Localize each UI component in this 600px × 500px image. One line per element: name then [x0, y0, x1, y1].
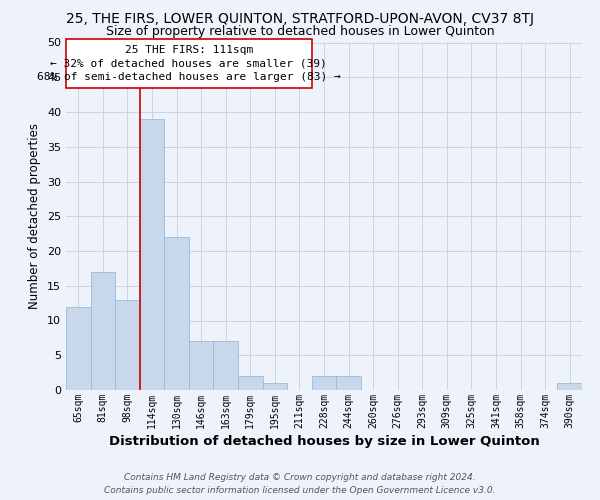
- Text: Contains HM Land Registry data © Crown copyright and database right 2024.
Contai: Contains HM Land Registry data © Crown c…: [104, 474, 496, 495]
- Bar: [91, 272, 115, 390]
- Bar: [263, 383, 287, 390]
- Bar: [312, 376, 336, 390]
- Bar: [164, 237, 189, 390]
- Bar: [115, 300, 140, 390]
- Bar: [66, 306, 91, 390]
- FancyBboxPatch shape: [66, 39, 312, 88]
- Bar: [189, 342, 214, 390]
- Bar: [557, 383, 582, 390]
- Bar: [238, 376, 263, 390]
- Bar: [336, 376, 361, 390]
- Text: Size of property relative to detached houses in Lower Quinton: Size of property relative to detached ho…: [106, 25, 494, 38]
- Bar: [214, 342, 238, 390]
- Bar: [140, 119, 164, 390]
- Text: 25 THE FIRS: 111sqm
← 32% of detached houses are smaller (39)
68% of semi-detach: 25 THE FIRS: 111sqm ← 32% of detached ho…: [37, 45, 341, 82]
- Text: 25, THE FIRS, LOWER QUINTON, STRATFORD-UPON-AVON, CV37 8TJ: 25, THE FIRS, LOWER QUINTON, STRATFORD-U…: [66, 12, 534, 26]
- Y-axis label: Number of detached properties: Number of detached properties: [28, 123, 41, 309]
- X-axis label: Distribution of detached houses by size in Lower Quinton: Distribution of detached houses by size …: [109, 435, 539, 448]
